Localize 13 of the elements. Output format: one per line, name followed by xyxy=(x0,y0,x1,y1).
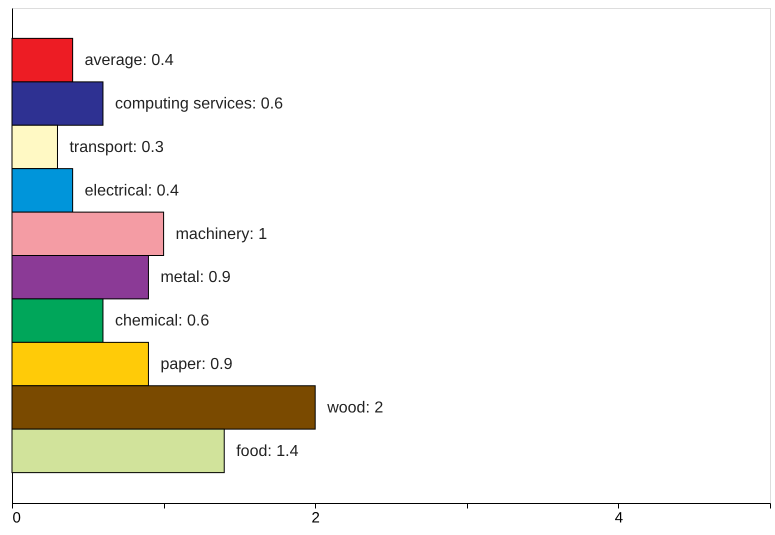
data-label: chemical: 0.6 xyxy=(114,312,210,330)
data-label: computing services: 0.6 xyxy=(114,96,284,113)
data-label: machinery: 1 xyxy=(176,226,268,243)
data-label: wood: 2 xyxy=(326,399,384,416)
data-label: paper: 0.9 xyxy=(160,356,233,374)
data-label: average: 0.4 xyxy=(84,52,174,70)
x-tick-label: 0 xyxy=(12,510,21,526)
data-label: electrical: 0.4 xyxy=(84,182,180,200)
x-tick-label: 4 xyxy=(614,510,624,526)
x-tick-label: 2 xyxy=(312,510,320,526)
data-label: metal: 0.9 xyxy=(160,269,231,286)
data-label: food: 1.4 xyxy=(236,442,299,460)
data-label: transport: 0.3 xyxy=(69,138,164,156)
